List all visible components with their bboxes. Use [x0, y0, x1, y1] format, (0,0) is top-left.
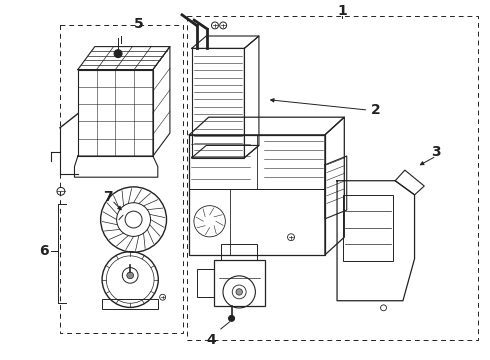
Bar	[60, 26, 183, 333]
Bar	[189, 135, 325, 255]
Bar	[187, 15, 478, 340]
Text: 4: 4	[206, 333, 216, 347]
Circle shape	[127, 272, 134, 279]
Circle shape	[236, 289, 243, 295]
Text: 3: 3	[432, 145, 441, 159]
Text: 1: 1	[337, 4, 347, 18]
Bar	[343, 195, 393, 261]
Text: 6: 6	[39, 244, 49, 258]
Text: 7: 7	[103, 190, 113, 204]
Circle shape	[229, 315, 235, 321]
Bar	[214, 260, 265, 306]
Text: 2: 2	[371, 103, 381, 117]
Circle shape	[114, 50, 122, 58]
Text: 5: 5	[134, 17, 143, 31]
Bar	[197, 269, 214, 297]
Bar	[192, 48, 245, 158]
Bar	[221, 244, 257, 260]
Bar	[102, 299, 158, 309]
